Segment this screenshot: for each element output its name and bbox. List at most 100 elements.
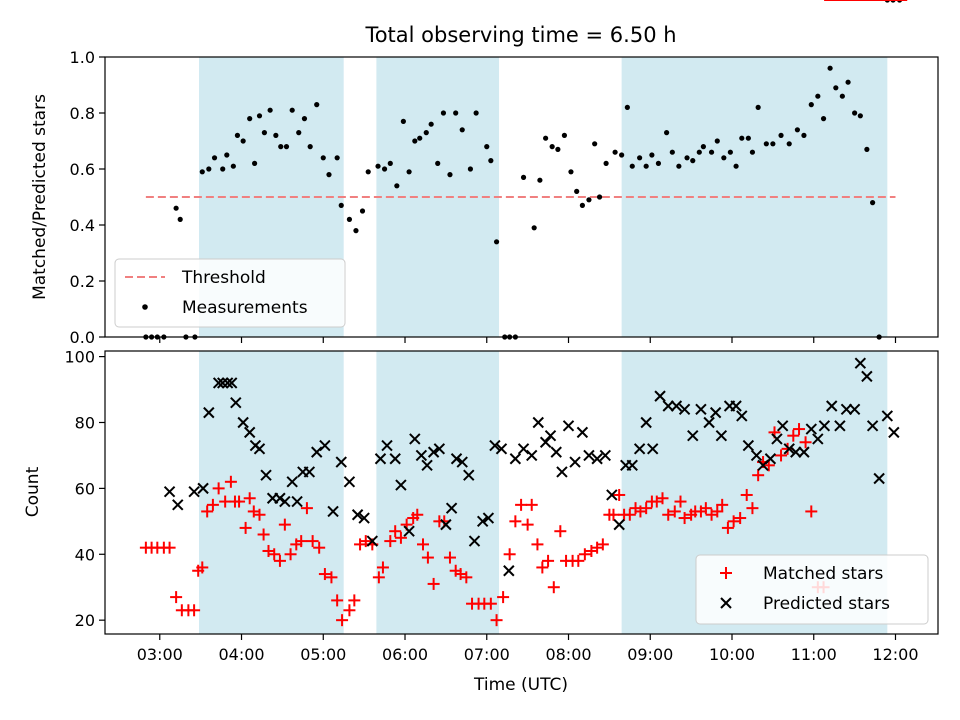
matched-star-point (188, 604, 201, 617)
predicted-star-point (237, 416, 249, 429)
matched-star-point (805, 505, 818, 518)
matched-star-point (554, 525, 567, 538)
matched-star-point (348, 594, 361, 607)
predicted-star-point (613, 518, 625, 531)
predicted-star-point (790, 446, 802, 458)
top-x-ticks (159, 337, 897, 343)
measurement-point (629, 163, 635, 169)
predicted-star-point (633, 443, 646, 455)
matched-star-point (531, 538, 544, 551)
x-tick-label: 12:00 (872, 645, 918, 664)
measurement-point (320, 155, 326, 161)
matched-star-point (515, 498, 528, 511)
matched-star-point (572, 554, 585, 567)
x-axis-label: Time (UTC) (473, 675, 568, 695)
x-tick-label: 05:00 (300, 645, 346, 664)
matched-star-point (640, 502, 653, 515)
measurement-point (778, 132, 784, 138)
predicted-star-point (562, 420, 575, 432)
measurement-point (177, 216, 183, 222)
measurement-point (815, 93, 821, 99)
measurement-point (603, 160, 609, 166)
measurement-point (714, 138, 720, 144)
predicted-star-point (463, 469, 475, 481)
matched-star-point (668, 505, 681, 518)
measurement-point (579, 202, 586, 208)
predicted-star-point (539, 436, 552, 448)
predicted-star-point (450, 453, 463, 465)
top-legend-box (114, 258, 346, 328)
predicted-star-point (243, 426, 256, 439)
matched-star-point (521, 518, 534, 531)
matched-star-point (233, 495, 246, 508)
measurement-point (700, 144, 706, 150)
x-tick-label: 07:00 (464, 645, 510, 664)
measurement-point (684, 155, 690, 161)
measurement-point (708, 149, 715, 155)
measurement-point (574, 188, 580, 194)
measurement-point (283, 144, 290, 150)
predicted-star-point (482, 512, 495, 524)
matched-star-point (525, 498, 538, 511)
measurement-point (549, 144, 555, 150)
predicted-star-point (221, 377, 234, 389)
measurement-point (412, 138, 418, 144)
predicted-star-point (866, 420, 879, 432)
measurement-point (669, 149, 675, 155)
matched-star-point (331, 594, 344, 607)
measurement-point (338, 202, 344, 208)
predicted-star-point (291, 495, 303, 508)
measurement-points (143, 0, 903, 340)
matched-star-point (596, 538, 609, 551)
matched-star-point (662, 508, 675, 521)
predicted-star-point (798, 446, 810, 458)
x-tick-label: 03:00 (137, 645, 183, 664)
predicted-star-point (826, 400, 838, 412)
measurement-point (375, 163, 381, 169)
measurement-point (417, 135, 423, 141)
matched-star-point (394, 531, 407, 544)
matched-star-point (536, 561, 549, 574)
measurement-point (453, 110, 459, 116)
measurement-point (845, 79, 851, 85)
matched-star-point (727, 515, 740, 528)
matched-star-point (497, 591, 510, 604)
legend-measurements-swatch (142, 304, 148, 310)
measurement-point (870, 200, 876, 206)
predicted-star-point (834, 420, 846, 432)
top-y-tick-label: 0.0 (70, 328, 95, 347)
predicted-star-point (576, 426, 589, 439)
predicted-star-point (848, 403, 861, 416)
matched-star-point (734, 512, 747, 525)
matched-star-point (239, 521, 252, 534)
top-y-tick-label: 0.2 (70, 272, 95, 291)
matched-star-point (224, 475, 237, 488)
predicted-star-point (626, 459, 638, 472)
measurement-point (326, 172, 332, 178)
predicted-star-point (861, 370, 873, 383)
measurement-point (387, 160, 393, 166)
predicted-star-point (351, 509, 364, 521)
predicted-star-point (509, 453, 522, 465)
bottom-y-tick-label: 40 (75, 545, 95, 564)
measurement-point (307, 144, 313, 150)
matched-star-point (372, 571, 385, 584)
measurement-point (839, 93, 845, 99)
predicted-star-point (212, 377, 225, 389)
predicted-star-point (764, 453, 777, 465)
measurement-point (346, 216, 353, 222)
observing-band (376, 351, 500, 634)
matched-star-point (295, 535, 308, 548)
measurement-point (406, 169, 412, 175)
measurement-point (619, 152, 625, 158)
predicted-star-point (279, 495, 291, 508)
predicted-star-point (188, 485, 200, 498)
legend-predicted-swatch (720, 597, 732, 609)
predicted-star-points (163, 357, 900, 577)
measurement-point (568, 169, 574, 175)
predicted-star-point (421, 459, 433, 472)
predicted-star-point (888, 426, 900, 439)
predicted-star-point (873, 472, 885, 485)
measurement-point (543, 135, 549, 141)
